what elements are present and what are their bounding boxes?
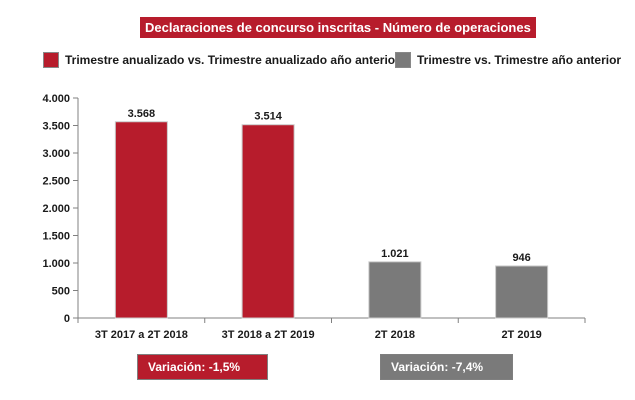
- bar: [114, 121, 168, 319]
- legend-item-annualized: Trimestre anualizado vs. Trimestre anual…: [43, 52, 400, 68]
- variation-annualized-text: Variación: -1,5%: [148, 360, 241, 374]
- y-tick-label: 4.000: [42, 93, 70, 105]
- bar: [368, 261, 422, 319]
- x-tick-label: 3T 2017 a 2T 2018: [95, 329, 188, 341]
- bar: [241, 124, 295, 319]
- y-tick-label: 1.500: [42, 231, 70, 243]
- y-tick-label: 500: [52, 286, 70, 298]
- y-tick-label: 3.500: [42, 121, 70, 133]
- chart-title: Declaraciones de concurso inscritas - Nú…: [140, 17, 536, 38]
- x-tick-label: 2T 2019: [501, 329, 541, 341]
- variation-quarterly-box: Variación: -7,4%: [380, 354, 513, 380]
- bar: [495, 265, 549, 319]
- legend-swatch-quarterly: [395, 52, 411, 68]
- variation-annualized-box: Variación: -1,5%: [137, 354, 268, 380]
- variation-quarterly-text: Variación: -7,4%: [391, 360, 484, 374]
- legend-label-annualized: Trimestre anualizado vs. Trimestre anual…: [65, 53, 400, 67]
- legend-label-quarterly: Trimestre vs. Trimestre año anterior: [417, 53, 622, 67]
- bar-value-label: 3.568: [128, 108, 156, 120]
- bar-value-label: 946: [512, 252, 530, 264]
- y-tick-label: 1.000: [42, 258, 70, 270]
- y-tick-label: 2.500: [42, 176, 70, 188]
- y-tick-label: 3.000: [42, 148, 70, 160]
- y-tick-label: 0: [64, 313, 70, 325]
- y-tick-label: 2.000: [42, 203, 70, 215]
- legend-item-quarterly: Trimestre vs. Trimestre año anterior: [395, 52, 621, 68]
- x-tick-label: 3T 2018 a 2T 2019: [222, 329, 315, 341]
- bar-value-label: 3.514: [254, 111, 282, 123]
- x-tick-label: 2T 2018: [375, 329, 415, 341]
- bar-value-label: 1.021: [381, 248, 409, 260]
- legend-swatch-annualized: [43, 52, 59, 68]
